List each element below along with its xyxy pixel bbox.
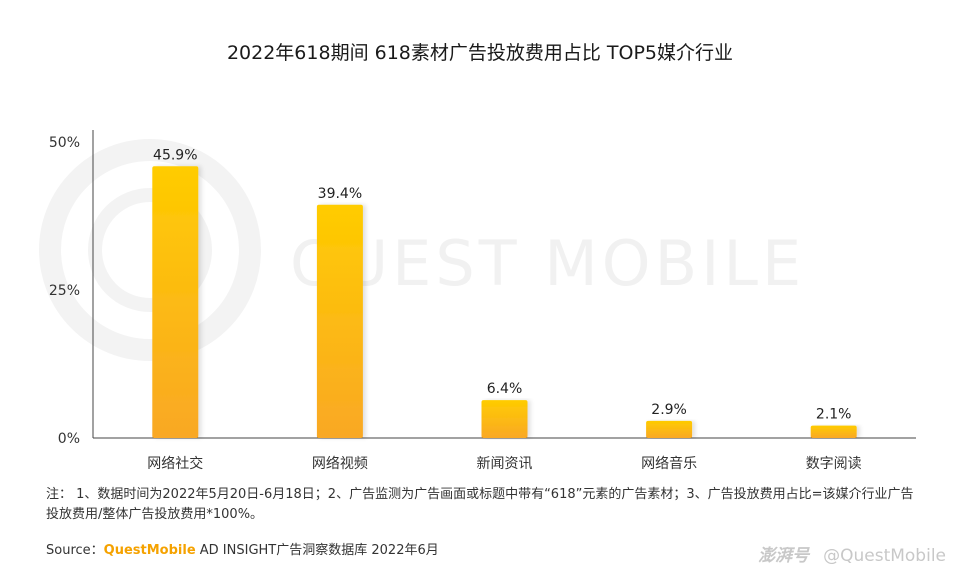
category-label: 数字阅读 <box>806 455 862 472</box>
x-axis-labels: 网络社交 网络视频 新闻资讯 网络音乐 数字阅读 <box>147 455 861 472</box>
bars <box>152 166 857 438</box>
data-labels: 45.9% 39.4% 6.4% 2.9% 2.1% <box>153 147 851 422</box>
source-suffix: AD INSIGHT广告洞察数据库 2022年6月 <box>195 543 439 558</box>
category-label: 网络社交 <box>147 455 203 472</box>
bar <box>481 400 528 438</box>
pengpai-logo-text: 澎湃号 <box>758 546 810 566</box>
chart-title: 2022年618期间 618素材广告投放费用占比 TOP5媒介行业 <box>226 42 734 64</box>
y-tick-label: 0% <box>58 431 80 447</box>
category-label: 网络视频 <box>312 456 368 472</box>
data-label: 39.4% <box>318 186 362 202</box>
corner-handle: @QuestMobile <box>823 546 946 566</box>
y-tick-label: 50% <box>49 135 80 151</box>
source-brand: QuestMobile <box>103 543 196 558</box>
data-label: 2.1% <box>816 407 852 423</box>
bar <box>646 420 693 438</box>
watermark-text: QUEST MOBILE <box>290 227 805 300</box>
category-label: 网络音乐 <box>641 455 697 472</box>
data-label: 2.9% <box>651 402 687 418</box>
source-prefix: Source： <box>46 543 104 558</box>
bar <box>316 204 363 438</box>
footnote: 注： 1、数据时间为2022年5月20日-6月18日；2、广告监测为广告画面或标… <box>46 487 914 522</box>
data-label: 6.4% <box>487 381 523 397</box>
watermark: QUEST MOBILE <box>39 139 805 361</box>
corner-watermark: 澎湃号 @QuestMobile <box>758 541 946 566</box>
y-axis-ticks: 0% 25% 50% <box>49 135 80 447</box>
bar <box>152 166 199 438</box>
bar <box>810 425 857 438</box>
y-tick-label: 25% <box>49 283 80 299</box>
data-label: 45.9% <box>153 147 197 163</box>
category-label: 新闻资讯 <box>477 456 533 472</box>
source-line: Source：QuestMobile AD INSIGHT广告洞察数据库 202… <box>46 539 439 558</box>
